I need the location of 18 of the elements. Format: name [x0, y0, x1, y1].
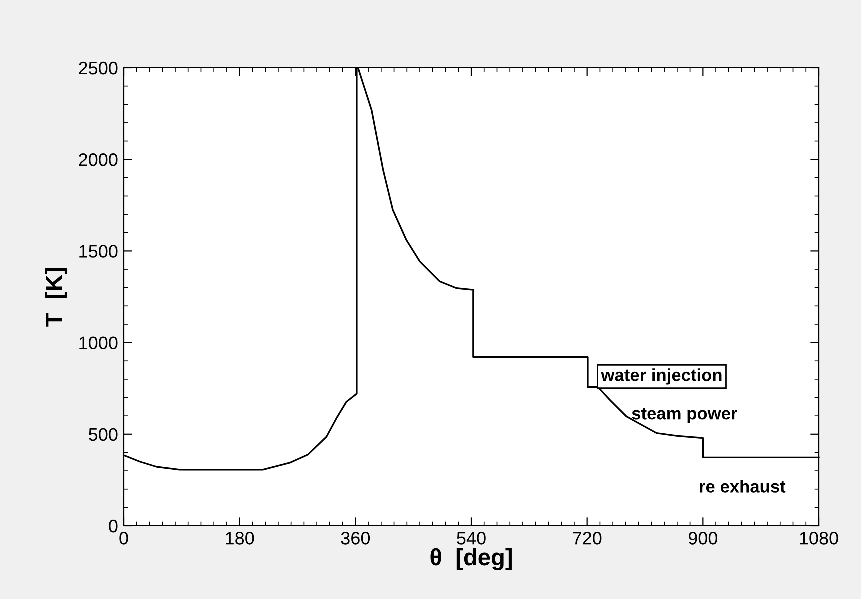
y-tick-label: 0 — [109, 520, 118, 533]
y-tick-label: 1000 — [80, 336, 118, 350]
y-axis-title: T [K] — [45, 268, 68, 327]
y-tick-label: 500 — [89, 428, 118, 442]
y-tick-label: 2000 — [79, 154, 118, 166]
x-tick-label: 900 — [688, 532, 718, 545]
annotation: water injection — [601, 368, 722, 385]
x-tick-label: 0 — [120, 532, 128, 545]
x-axis-title: θ [deg] — [430, 548, 512, 570]
x-tick-label: 180 — [226, 532, 254, 545]
y-tick-label: 2500 — [79, 62, 118, 75]
x-tick-label: 540 — [457, 532, 486, 545]
y-tick-label: 1500 — [80, 245, 118, 258]
annotation: steam power — [632, 408, 738, 424]
annotation: re exhaust — [700, 480, 786, 493]
x-tick-label: 1080 — [800, 532, 838, 545]
x-tick-label: 360 — [341, 532, 370, 545]
x-tick-label: 720 — [573, 532, 602, 545]
